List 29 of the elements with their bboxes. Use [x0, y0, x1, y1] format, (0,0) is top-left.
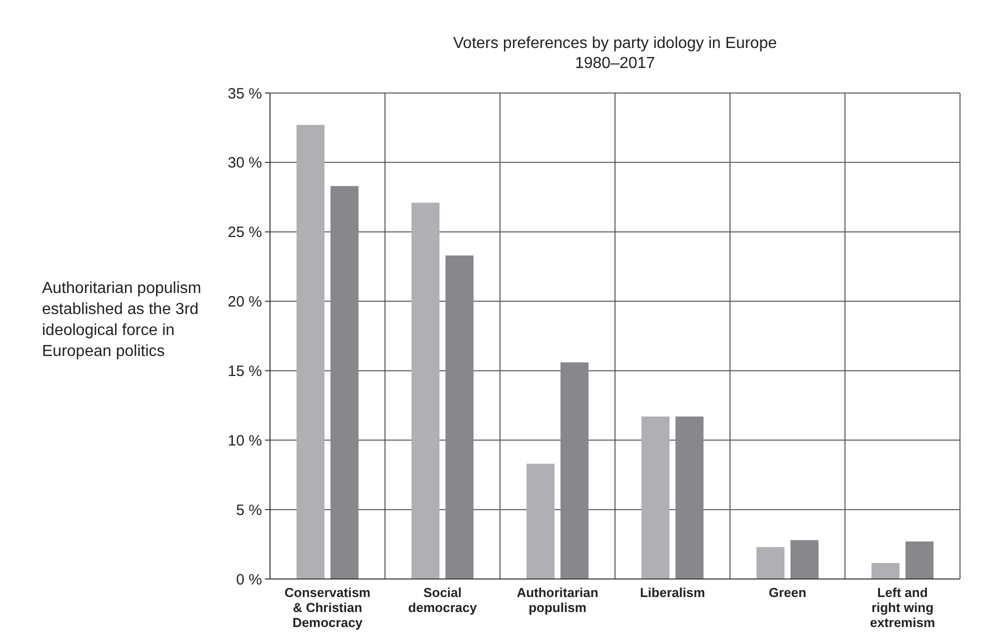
y-tick-label: 0 %	[236, 571, 262, 588]
chart-subtitle: 1980–2017	[574, 55, 656, 72]
bar	[642, 416, 670, 579]
x-tick-label: Green	[768, 585, 806, 600]
bar	[412, 202, 440, 579]
y-tick-label: 10 %	[228, 432, 262, 450]
text: Authoritarian populism established as the 3rd ideological force in European politics	[42, 280, 202, 360]
x-tick-label: Liberalism	[640, 585, 706, 600]
bar	[560, 362, 588, 579]
x-tick-label: Left and right wing extremism	[870, 585, 936, 630]
bar	[756, 547, 784, 579]
y-tick-label: 35 %	[228, 85, 262, 102]
y-tick-label: 5 %	[236, 502, 262, 519]
bar	[872, 563, 900, 579]
chart-title: Voters preferences by party idology in Europe	[453, 35, 777, 52]
bar	[330, 186, 358, 579]
bar	[790, 540, 818, 579]
y-tick-label: 20 %	[228, 294, 262, 311]
bar	[446, 255, 474, 579]
bar	[296, 124, 324, 579]
bar	[676, 416, 704, 579]
bar	[526, 464, 554, 579]
x-tick-label: Authoritarian populism	[516, 585, 598, 615]
y-tick-label: 30 %	[228, 154, 262, 172]
y-tick-label: 15 %	[228, 362, 262, 380]
x-tick-label: Social democracy	[408, 585, 478, 615]
y-tick-label: 25 %	[228, 224, 262, 242]
x-tick-label: Conservatism & Christian Democracy	[284, 585, 370, 630]
bar	[906, 542, 934, 579]
